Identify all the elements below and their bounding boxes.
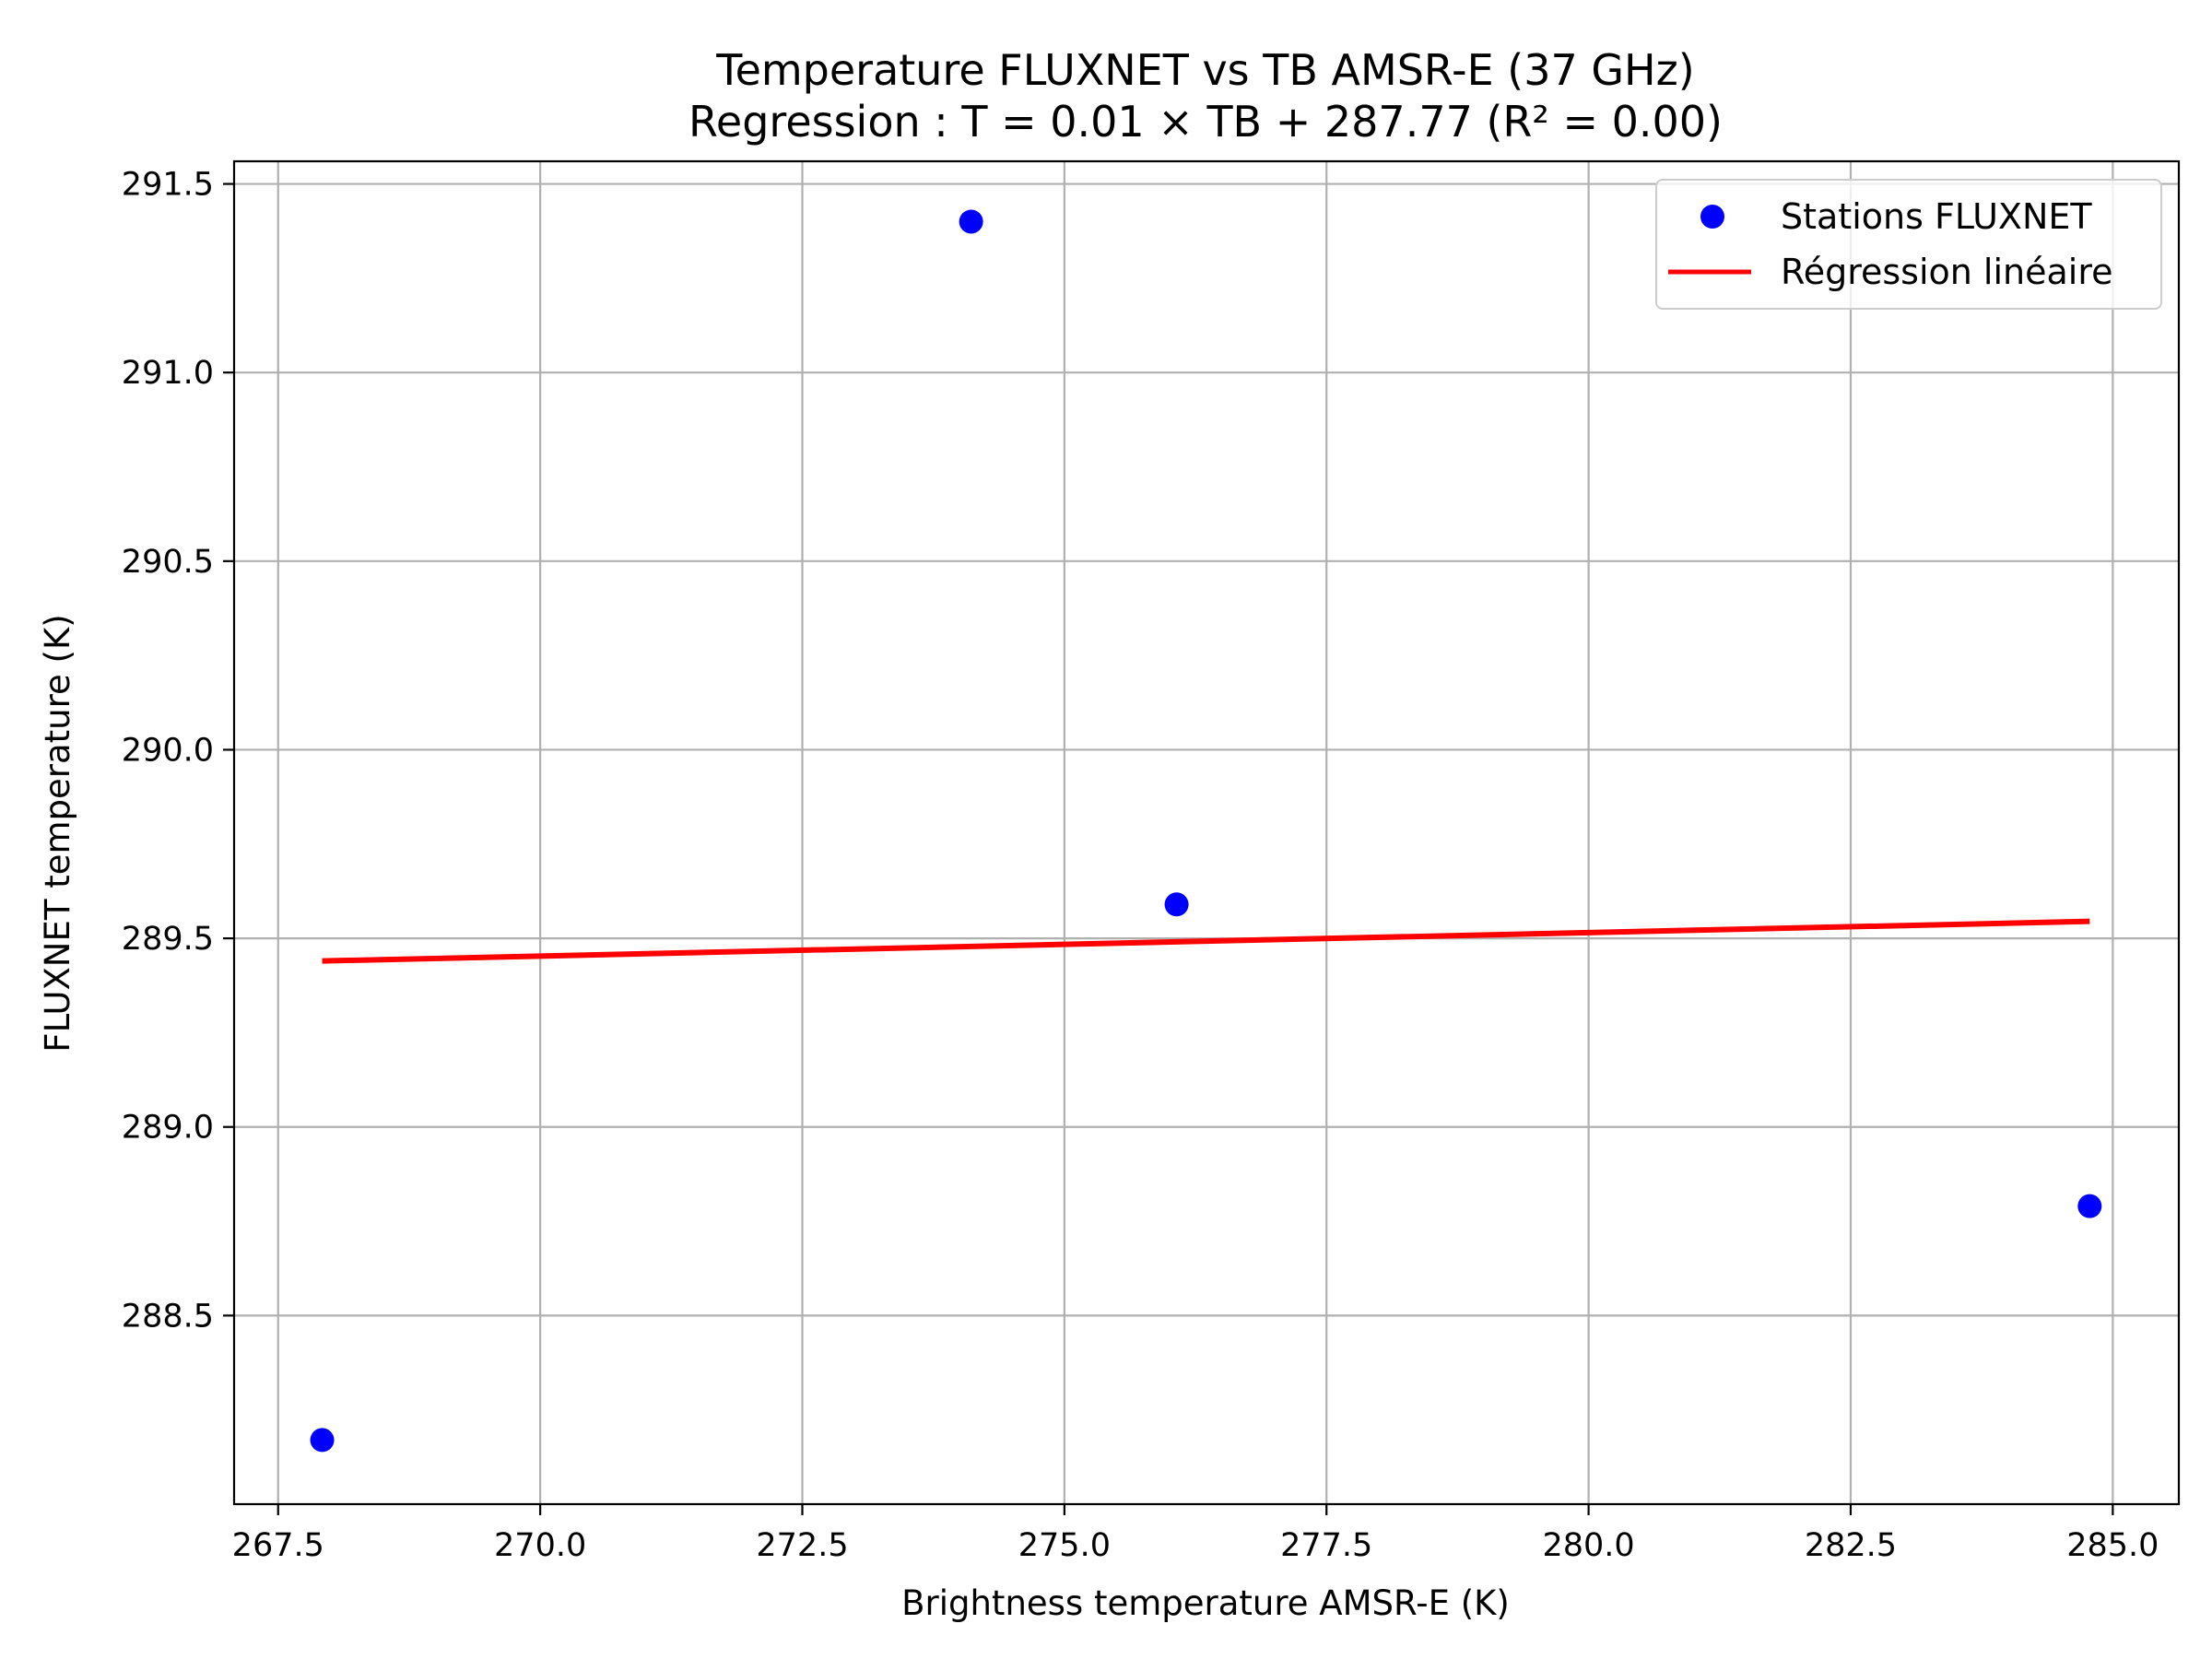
x-axis-ticks: 267.5 270.0 272.5 275.0 277.5 280.0 282.5 285.0 — [232, 1504, 2159, 1564]
y-tick-label: 291.5 — [122, 167, 214, 204]
y-tick-label: 291.0 — [122, 355, 214, 392]
legend: Stations FLUXNET Régression linéaire — [1655, 179, 2162, 310]
y-tick-label: 288.5 — [122, 1298, 214, 1335]
x-tick-label: 267.5 — [232, 1527, 324, 1564]
x-tick-label: 280.0 — [1543, 1527, 1635, 1564]
y-tick-label: 289.5 — [122, 921, 214, 958]
chart-title: Temperature FLUXNET vs TB AMSR-E (37 GHz… — [715, 45, 1694, 95]
scatter-point — [959, 209, 983, 234]
y-tick-label: 290.0 — [122, 732, 214, 769]
scatter-point — [2077, 1194, 2102, 1218]
x-tick-label: 285.0 — [2066, 1527, 2159, 1564]
legend-label-stations: Stations FLUXNET — [1781, 196, 2092, 237]
legend-marker-stations — [1700, 205, 1724, 229]
y-axis-ticks: 288.5 289.0 289.5 290.0 290.5 291.0 291.5 — [122, 167, 234, 1335]
plot-frame — [232, 159, 2181, 1506]
x-tick-label: 275.0 — [1018, 1527, 1111, 1564]
x-tick-label: 282.5 — [1805, 1527, 1897, 1564]
x-tick-label: 272.5 — [756, 1527, 848, 1564]
y-axis-label: FLUXNET temperature (K) — [38, 614, 77, 1052]
x-axis-label: Brightness temperature AMSR-E (K) — [901, 1583, 1510, 1623]
scatter-points — [310, 209, 2102, 1453]
regression-layer — [322, 918, 2090, 964]
legend-box — [1655, 179, 2162, 310]
scatter-point — [310, 1428, 335, 1453]
x-tick-label: 277.5 — [1280, 1527, 1372, 1564]
y-tick-label: 289.0 — [122, 1110, 214, 1147]
chart-subtitle: Regression : T = 0.01 × TB + 287.77 (R² … — [688, 97, 1723, 147]
y-tick-label: 290.5 — [122, 544, 214, 581]
x-tick-label: 270.0 — [494, 1527, 586, 1564]
grid — [234, 161, 2179, 1504]
scatter-point — [1164, 892, 1189, 917]
regression-line — [322, 918, 2090, 964]
legend-label-regression: Régression linéaire — [1781, 252, 2113, 292]
